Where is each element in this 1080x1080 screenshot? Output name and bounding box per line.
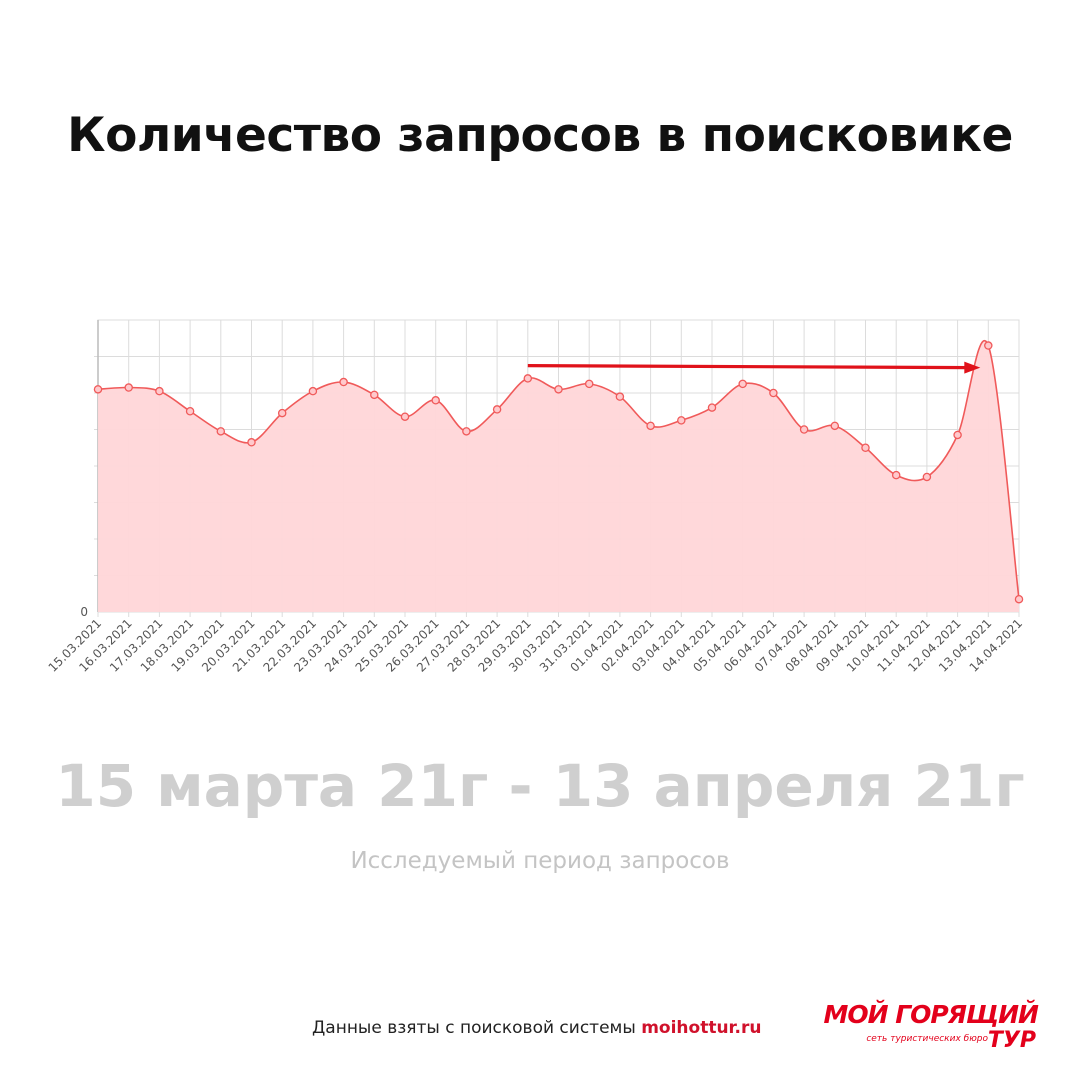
data-point: [277, 408, 287, 418]
data-point: [247, 438, 256, 447]
data-point: [984, 341, 993, 350]
arrow-head: [964, 361, 981, 374]
period-caption: Исследуемый период запросов: [350, 848, 730, 874]
x-axis-ticks: 15.03.202116.03.202117.03.202118.03.2021…: [46, 616, 1025, 674]
arrow-shaft: [527, 364, 971, 370]
data-point: [308, 386, 318, 396]
data-point: [584, 379, 594, 389]
page-title: Количество запросов в поисковике: [67, 108, 1013, 163]
chart-area-fill: [98, 340, 1019, 612]
data-point: [554, 385, 563, 394]
chart-points: [93, 341, 1024, 604]
data-point: [922, 472, 932, 482]
data-point: [677, 416, 686, 425]
data-point: [830, 421, 840, 431]
data-point: [93, 385, 103, 394]
data-point: [861, 443, 870, 452]
data-point: [615, 392, 625, 401]
y-tick-label: 0: [80, 605, 88, 619]
data-point: [769, 388, 778, 398]
source-text: Данные взяты с поисковой системы: [312, 1018, 642, 1038]
data-point: [370, 390, 379, 400]
data-point: [124, 383, 133, 392]
data-point: [953, 430, 962, 440]
source-note: Данные взяты с поисковой системы moihott…: [312, 1018, 761, 1038]
data-point: [799, 425, 809, 434]
logo-tur: ТУР: [987, 1028, 1036, 1053]
data-point: [738, 379, 747, 389]
source-link[interactable]: moihottur.ru: [641, 1018, 762, 1038]
trend-arrow: [527, 361, 981, 374]
data-point: [339, 377, 348, 387]
data-point: [646, 421, 655, 431]
brand-logo[interactable]: МОЙ ГОРЯЩИЙ сеть туристических бюро ТУР: [823, 998, 1042, 1058]
data-point: [462, 427, 471, 436]
data-point: [216, 427, 226, 436]
data-point: [155, 386, 164, 396]
search-requests-chart: 0 15.03.202116.03.202117.03.202118.03.20…: [46, 319, 1025, 675]
data-point: [1014, 594, 1024, 604]
data-point: [891, 470, 901, 480]
y-axis-ticks: 0: [80, 605, 88, 619]
data-point: [492, 405, 502, 414]
data-point: [523, 374, 533, 383]
logo-name: МОЙ ГОРЯЩИЙ: [823, 1000, 1039, 1029]
data-point: [431, 396, 440, 405]
period-range: 15 марта 21г - 13 апреля 21г: [55, 752, 1025, 820]
data-point: [400, 412, 410, 421]
logo-tagline: сеть туристических бюро: [866, 1034, 988, 1044]
data-point: [707, 403, 717, 412]
data-point: [185, 407, 195, 416]
